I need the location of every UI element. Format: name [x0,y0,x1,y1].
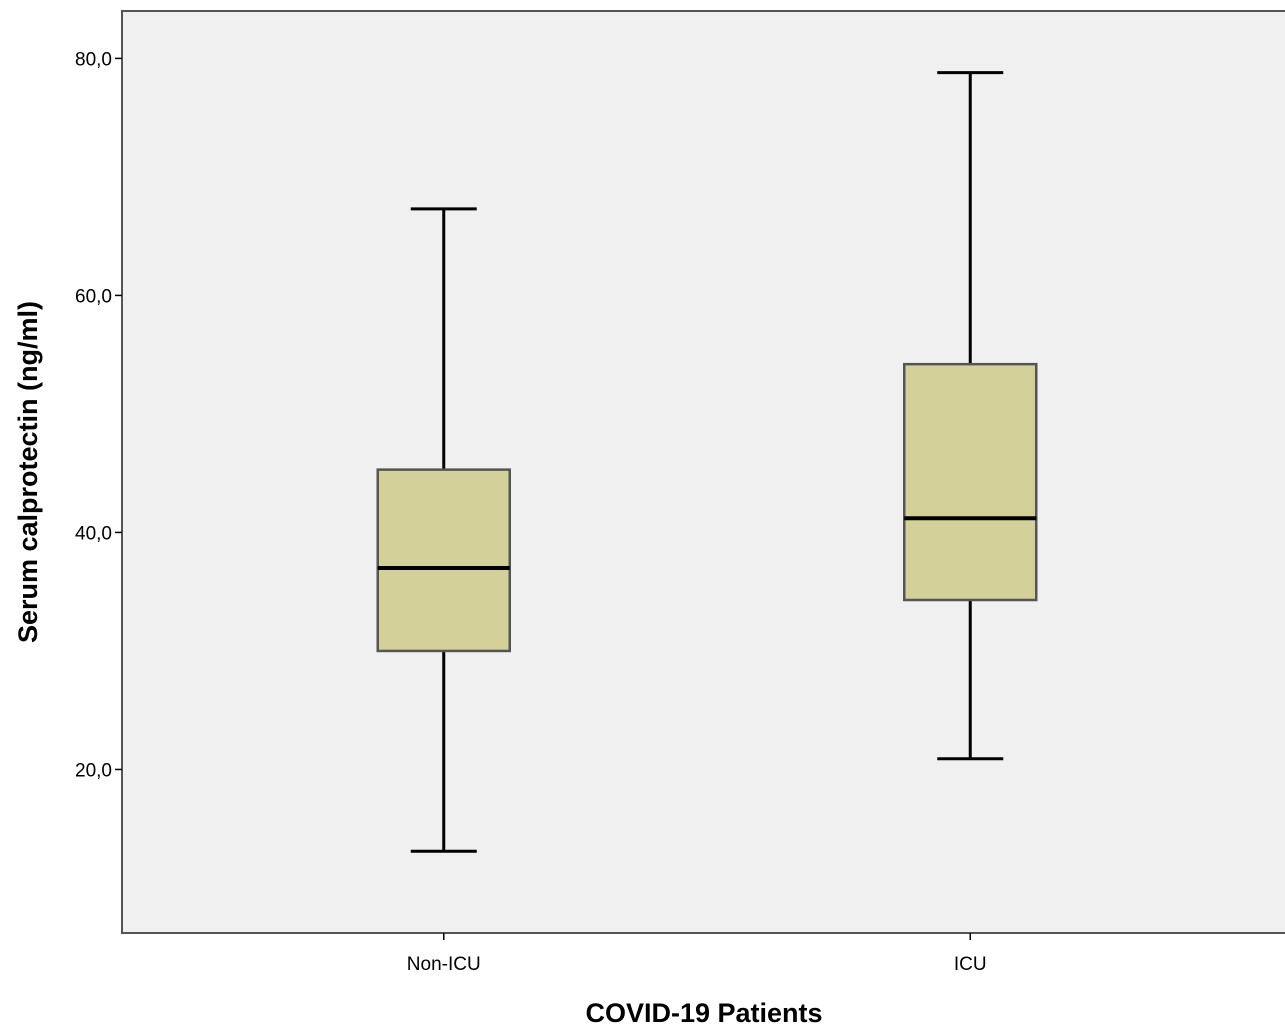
box-non-icu [376,207,511,853]
box-icu [903,71,1038,761]
plot-area [121,10,1285,934]
y-tick-label: 80,0 [75,49,112,70]
y-tick-label: 40,0 [75,523,112,544]
y-axis-title: Serum calprotectin (ng/ml) [13,301,43,643]
x-tick-label: ICU [954,954,987,975]
y-axis: 20,0 40,0 60,0 80,0 [75,49,122,781]
y-tick-label: 60,0 [75,286,112,307]
iqr-box [903,362,1038,602]
y-tick-label: 20,0 [75,760,112,781]
box-group [376,71,1038,853]
iqr-box [376,468,511,653]
x-axis-title: COVID-19 Patients [585,998,822,1028]
x-axis: Non-ICU ICU [407,933,987,975]
x-tick-label: Non-ICU [407,954,481,975]
